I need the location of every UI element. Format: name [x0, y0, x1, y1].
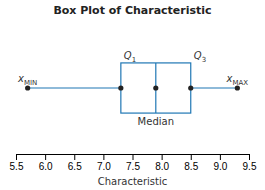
annotation-subscript: MIN [24, 79, 37, 87]
x-tick-mark [16, 154, 17, 160]
x-tick: 7.0 [97, 154, 111, 172]
x-tick-label: 7.0 [97, 161, 111, 172]
annotation-text: Q [124, 50, 132, 61]
x-tick-mark [191, 154, 192, 160]
x-tick-mark [220, 154, 221, 160]
x-tick: 8.0 [155, 154, 169, 172]
x-tick-label: 8.5 [184, 161, 198, 172]
annotation: Q1 [124, 50, 136, 64]
annotation-subscript: 1 [132, 56, 136, 64]
annotation-text: Q [194, 50, 202, 61]
point [188, 85, 193, 90]
x-tick: 6.5 [68, 154, 82, 172]
x-tick: 9.0 [213, 154, 227, 172]
x-tick-label: 8.0 [155, 161, 169, 172]
title: Box Plot of Characteristic [53, 4, 211, 17]
x-tick: 6.0 [39, 154, 53, 172]
x-tick-label: 6.5 [68, 161, 82, 172]
point [153, 85, 158, 90]
x-tick-mark [133, 154, 134, 160]
x-tick: 8.5 [184, 154, 198, 172]
x-tick-mark [162, 154, 163, 160]
whisker [28, 87, 121, 88]
marks [25, 63, 240, 113]
plot-area: 5.56.06.57.07.58.08.59.09.5xMINxMAXQ1Q3M… [10, 50, 257, 172]
x-tick-label: 9.5 [243, 161, 257, 172]
annotation: xMAX [226, 73, 249, 87]
x-tick: 9.5 [243, 154, 257, 172]
annotation: xMIN [17, 73, 37, 87]
x-tick-mark [45, 154, 46, 160]
annotation-text: Median [138, 116, 174, 127]
x-axis-line [17, 155, 250, 161]
annotation: Q3 [194, 50, 206, 64]
x-tick-mark [249, 154, 250, 160]
x-tick-label: 5.5 [10, 161, 24, 172]
x-tick-mark [74, 154, 75, 160]
x-tick-label: 6.0 [39, 161, 53, 172]
chart: 5.56.06.57.07.58.08.59.09.5xMINxMAXQ1Q3M… [0, 0, 265, 190]
x-tick: 7.5 [126, 154, 140, 172]
annotation: Median [138, 116, 174, 127]
point [118, 85, 123, 90]
annotation-subscript: MAX [232, 79, 248, 87]
x-axis-title: Characteristic [98, 176, 168, 187]
box [121, 63, 191, 113]
x-tick: 5.5 [10, 154, 24, 172]
whisker [191, 87, 238, 88]
x-tick-label: 7.5 [126, 161, 140, 172]
x-axis: 5.5 6.0 6.5 7.0 7.5 8.0 8.5 9.0 9.5 [10, 154, 257, 172]
x-tick-mark [103, 154, 104, 160]
annotations: xMINxMAXQ1Q3Median [17, 50, 248, 127]
x-tick-label: 9.0 [213, 161, 227, 172]
annotation-subscript: 3 [202, 56, 206, 64]
